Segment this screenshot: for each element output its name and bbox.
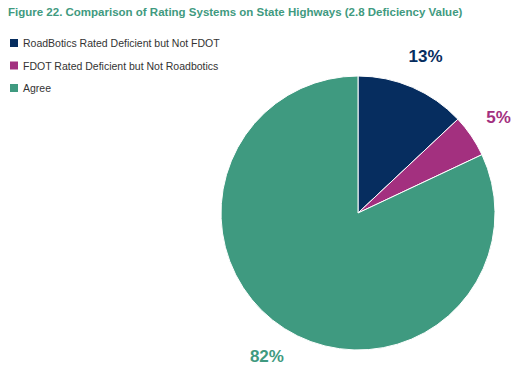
legend-label: Agree (23, 82, 51, 94)
legend: RoadBotics Rated Deficient but Not FDOT F… (10, 37, 220, 94)
legend-label: FDOT Rated Deficient but Not Roadbotics (23, 60, 218, 72)
chart-root: Figure 22. Comparison of Rating Systems … (0, 0, 519, 372)
pie (221, 76, 495, 350)
data-label: 5% (486, 108, 511, 127)
legend-swatch (10, 84, 18, 92)
data-label: 13% (408, 47, 442, 66)
data-labels: 13% 5% 82% (250, 47, 511, 366)
legend-label: RoadBotics Rated Deficient but Not FDOT (23, 37, 220, 49)
legend-swatch (10, 62, 18, 70)
chart-svg: Figure 22. Comparison of Rating Systems … (0, 0, 519, 372)
pie-slice (221, 76, 495, 350)
title: Figure 22. Comparison of Rating Systems … (8, 6, 463, 18)
legend-swatch (10, 39, 18, 47)
data-label: 82% (250, 347, 284, 366)
